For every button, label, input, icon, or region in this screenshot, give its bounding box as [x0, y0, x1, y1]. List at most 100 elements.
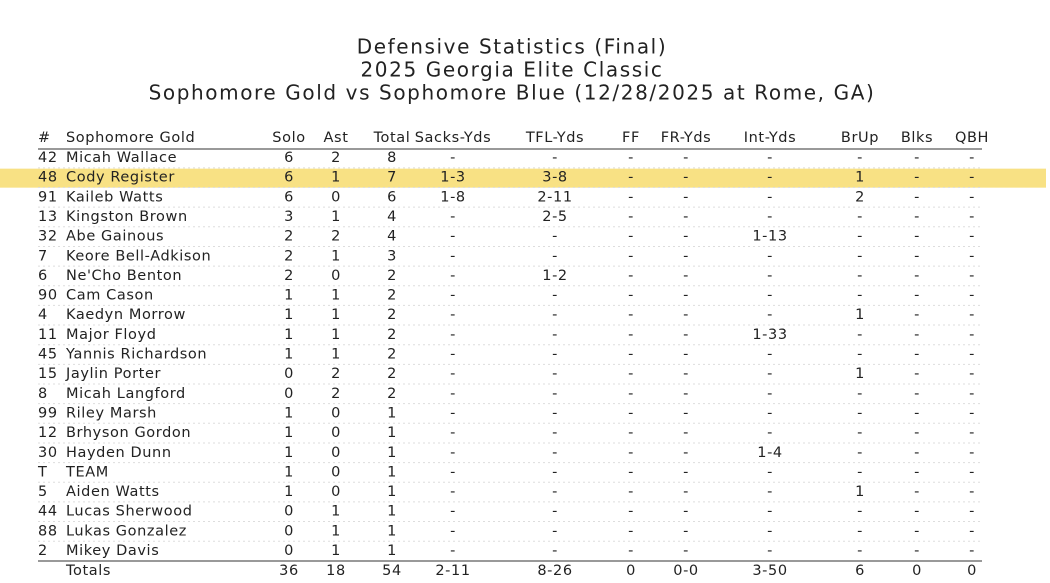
cell: -	[857, 425, 863, 441]
total-cell: 0-0	[673, 563, 698, 579]
cell: -	[767, 170, 773, 186]
cell: -	[914, 445, 920, 461]
cell: -	[914, 248, 920, 264]
cell: -	[628, 386, 634, 402]
cell: Major Floyd	[66, 327, 157, 343]
cell: -	[450, 484, 456, 500]
cell: -	[969, 209, 975, 225]
cell: 6	[284, 189, 294, 205]
cell: 91	[38, 189, 58, 205]
cell: -	[628, 366, 634, 382]
cell: -	[552, 386, 558, 402]
cell: -	[450, 209, 456, 225]
cell: 0	[331, 268, 341, 284]
cell: 1	[387, 523, 397, 539]
cell: 5	[38, 484, 48, 500]
cell: -	[628, 425, 634, 441]
cell: 90	[38, 288, 58, 304]
cell: 1	[331, 209, 341, 225]
cell: -	[857, 327, 863, 343]
cell: -	[450, 347, 456, 363]
cell: TEAM	[65, 464, 109, 480]
cell: -	[969, 268, 975, 284]
cell: -	[767, 405, 773, 421]
cell: 1	[855, 484, 865, 500]
cell: 42	[38, 150, 58, 166]
cell: -	[628, 445, 634, 461]
cell: -	[552, 288, 558, 304]
cell: -	[450, 464, 456, 480]
cell: -	[857, 445, 863, 461]
cell: 2	[387, 327, 397, 343]
cell: -	[628, 307, 634, 323]
cell: Kaileb Watts	[66, 189, 163, 205]
cell: Brhyson Gordon	[66, 425, 191, 441]
cell: -	[914, 209, 920, 225]
cell: 0	[331, 405, 341, 421]
cell: -	[767, 386, 773, 402]
total-cell: Totals	[65, 563, 111, 579]
cell: -	[450, 405, 456, 421]
total-cell: 36	[279, 563, 299, 579]
cell: -	[857, 288, 863, 304]
cell: -	[969, 425, 975, 441]
cell: -	[857, 150, 863, 166]
cell: 1-3	[440, 170, 465, 186]
cell: 8	[387, 150, 397, 166]
cell: -	[914, 405, 920, 421]
cell: -	[628, 209, 634, 225]
cell: -	[969, 543, 975, 559]
column-header: #	[38, 130, 51, 146]
cell: -	[969, 307, 975, 323]
cell: -	[552, 405, 558, 421]
cell: -	[628, 347, 634, 363]
cell: -	[969, 504, 975, 520]
cell: -	[969, 405, 975, 421]
cell: 3	[387, 248, 397, 264]
cell: 1	[855, 170, 865, 186]
cell: -	[628, 523, 634, 539]
cell: 0	[284, 504, 294, 520]
cell: -	[857, 229, 863, 245]
cell: -	[450, 150, 456, 166]
cell: -	[857, 268, 863, 284]
cell: 2	[331, 386, 341, 402]
cell: -	[914, 425, 920, 441]
cell: 1	[284, 464, 294, 480]
cell: -	[767, 425, 773, 441]
cell: -	[683, 366, 689, 382]
cell: 0	[284, 366, 294, 382]
cell: 6	[387, 189, 397, 205]
cell: 1	[855, 366, 865, 382]
cell: 11	[38, 327, 58, 343]
cell: -	[767, 150, 773, 166]
cell: 6	[38, 268, 48, 284]
cell: -	[969, 445, 975, 461]
cell: 1	[284, 405, 294, 421]
cell: -	[450, 229, 456, 245]
cell: Riley Marsh	[66, 405, 157, 421]
cell: -	[683, 347, 689, 363]
cell: 2	[387, 347, 397, 363]
cell: 1	[387, 464, 397, 480]
cell: 6	[284, 150, 294, 166]
cell: -	[450, 386, 456, 402]
cell: -	[767, 543, 773, 559]
cell: 12	[38, 425, 58, 441]
cell: -	[552, 366, 558, 382]
cell: -	[450, 307, 456, 323]
cell: -	[767, 484, 773, 500]
cell: 1-4	[757, 445, 782, 461]
cell: -	[914, 347, 920, 363]
cell: 2-5	[542, 209, 567, 225]
subtitle: 2025 Georgia Elite Classic	[360, 58, 663, 82]
cell: -	[552, 229, 558, 245]
cell: -	[914, 504, 920, 520]
cell: 2	[387, 268, 397, 284]
total-cell: 0	[912, 563, 922, 579]
cell: 1	[284, 307, 294, 323]
cell: Cody Register	[66, 170, 175, 186]
cell: 2	[331, 150, 341, 166]
cell: -	[914, 366, 920, 382]
